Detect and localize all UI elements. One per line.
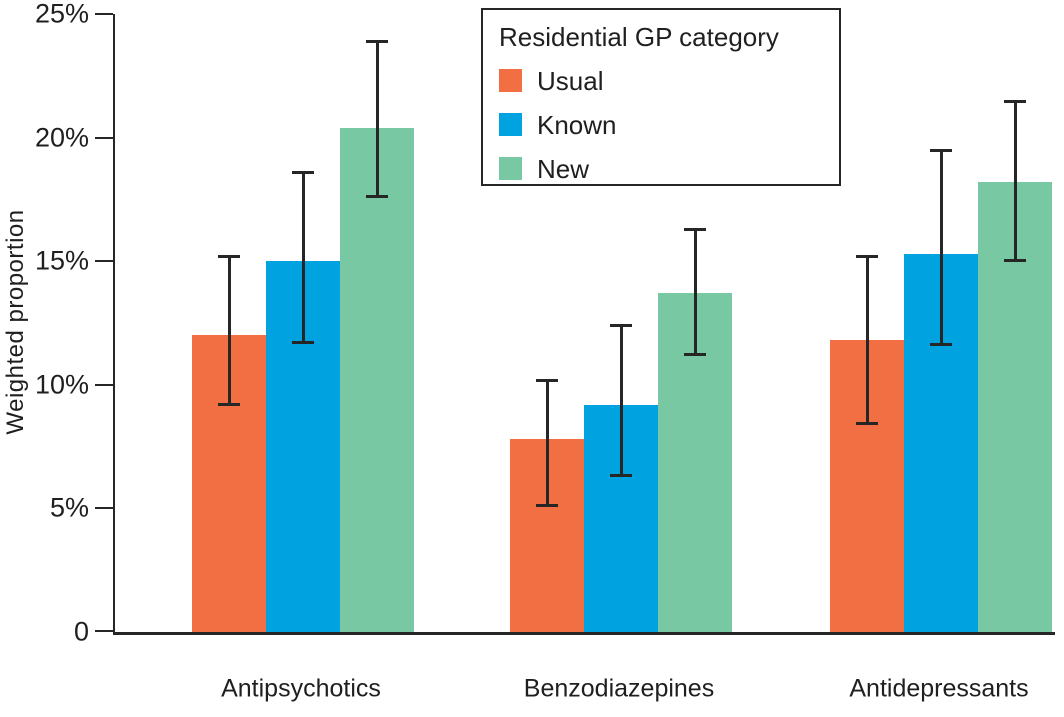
error-bar-new-3 <box>1013 100 1017 262</box>
y-tick-mark <box>95 383 113 386</box>
legend-swatch-usual <box>499 69 522 92</box>
error-bar-usual-2 <box>545 379 549 506</box>
error-bar-cap-top <box>610 324 632 328</box>
category-label-benzodiazepines: Benzodiazepines <box>523 674 715 703</box>
bar-new-1 <box>340 127 414 632</box>
legend-item-label: Known <box>537 109 617 140</box>
error-bar-new-2 <box>693 229 697 356</box>
legend-item-known: Known <box>499 111 823 138</box>
y-tick-label: 5% <box>49 492 89 523</box>
error-bar-cap-bottom <box>536 503 558 507</box>
error-bar-cap-top <box>366 40 388 44</box>
legend-item-label: Usual <box>537 65 604 96</box>
y-tick-label: 20% <box>34 122 89 153</box>
y-axis-title: Weighted proportion <box>2 209 29 435</box>
y-tick-mark <box>95 13 113 15</box>
plot-area: 0 5% 10% 15% 20% 25% <box>35 0 1055 645</box>
error-bar-cap-top <box>930 148 952 152</box>
error-bar-cap-top <box>856 255 878 259</box>
error-bar-cap-bottom <box>610 474 632 478</box>
y-tick-label: 15% <box>34 245 89 276</box>
error-bar-cap-top <box>292 171 314 175</box>
legend-item-new: New <box>499 155 823 182</box>
error-bar-cap-top <box>536 378 558 382</box>
category-label-antidepressants: Antidepressants <box>849 674 1029 703</box>
legend-swatch-new <box>499 157 522 180</box>
y-tick-mark <box>95 136 113 139</box>
y-tick-mark <box>95 507 113 510</box>
error-bar-cap-top <box>684 228 706 232</box>
y-tick-mark <box>95 630 113 632</box>
y-tick-label: 25% <box>34 0 89 29</box>
error-bar-cap-top <box>218 255 240 259</box>
error-bar-cap-bottom <box>856 422 878 426</box>
legend-title: Residential GP category <box>499 22 779 52</box>
category-label-antipsychotics: Antipsychotics <box>221 674 381 703</box>
error-bar-known-1 <box>301 172 305 343</box>
error-bar-cap-bottom <box>218 402 240 406</box>
legend: Residential GP category Usual Known New <box>481 8 841 186</box>
legend-item-usual: Usual <box>499 67 823 94</box>
error-bar-cap-bottom <box>684 353 706 357</box>
y-tick-mark <box>95 260 113 263</box>
error-bar-cap-bottom <box>930 343 952 347</box>
error-bar-cap-bottom <box>1004 259 1026 263</box>
y-tick-label: 0 <box>73 616 89 647</box>
error-bar-cap-bottom <box>366 194 388 198</box>
error-bar-usual-3 <box>865 256 869 425</box>
error-bar-new-1 <box>375 41 379 197</box>
error-bar-known-2 <box>619 325 623 477</box>
error-bar-usual-1 <box>227 256 231 405</box>
legend-swatch-known <box>499 113 522 136</box>
error-bar-known-3 <box>939 149 943 346</box>
error-bar-cap-top <box>1004 99 1026 103</box>
error-bar-cap-bottom <box>292 340 314 344</box>
y-tick-label: 10% <box>34 369 89 400</box>
legend-item-label: New <box>537 153 590 184</box>
